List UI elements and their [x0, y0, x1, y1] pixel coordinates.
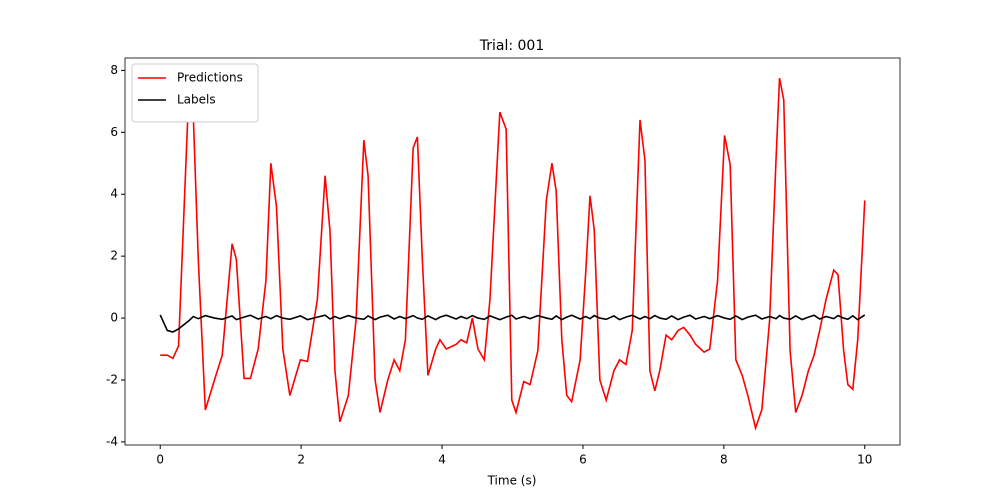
series-line [159, 314, 866, 333]
legend-label: Predictions [177, 71, 243, 85]
x-tick-label: 6 [579, 453, 587, 467]
y-tick-label: 4 [110, 187, 118, 201]
legend-label: Labels [177, 93, 216, 107]
x-tick-label: 2 [297, 453, 305, 467]
y-tick-label: 2 [110, 249, 118, 263]
x-tick-label: 0 [156, 453, 164, 467]
plot-frame [124, 57, 901, 446]
y-tick-label: -2 [106, 372, 118, 386]
x-tick-label: 8 [720, 453, 728, 467]
chart-title: Trial: 001 [479, 38, 545, 54]
x-tick-label: 4 [438, 453, 446, 467]
x-axis-label: Time (s) [487, 474, 537, 488]
y-tick-label: 0 [110, 311, 118, 325]
y-tick-label: -4 [106, 434, 118, 448]
y-tick-label: 6 [110, 125, 118, 139]
y-tick-label: 8 [110, 63, 118, 77]
legend: Predictions Labels [131, 63, 259, 123]
series-line [160, 77, 866, 431]
x-tick-label: 10 [857, 453, 872, 467]
